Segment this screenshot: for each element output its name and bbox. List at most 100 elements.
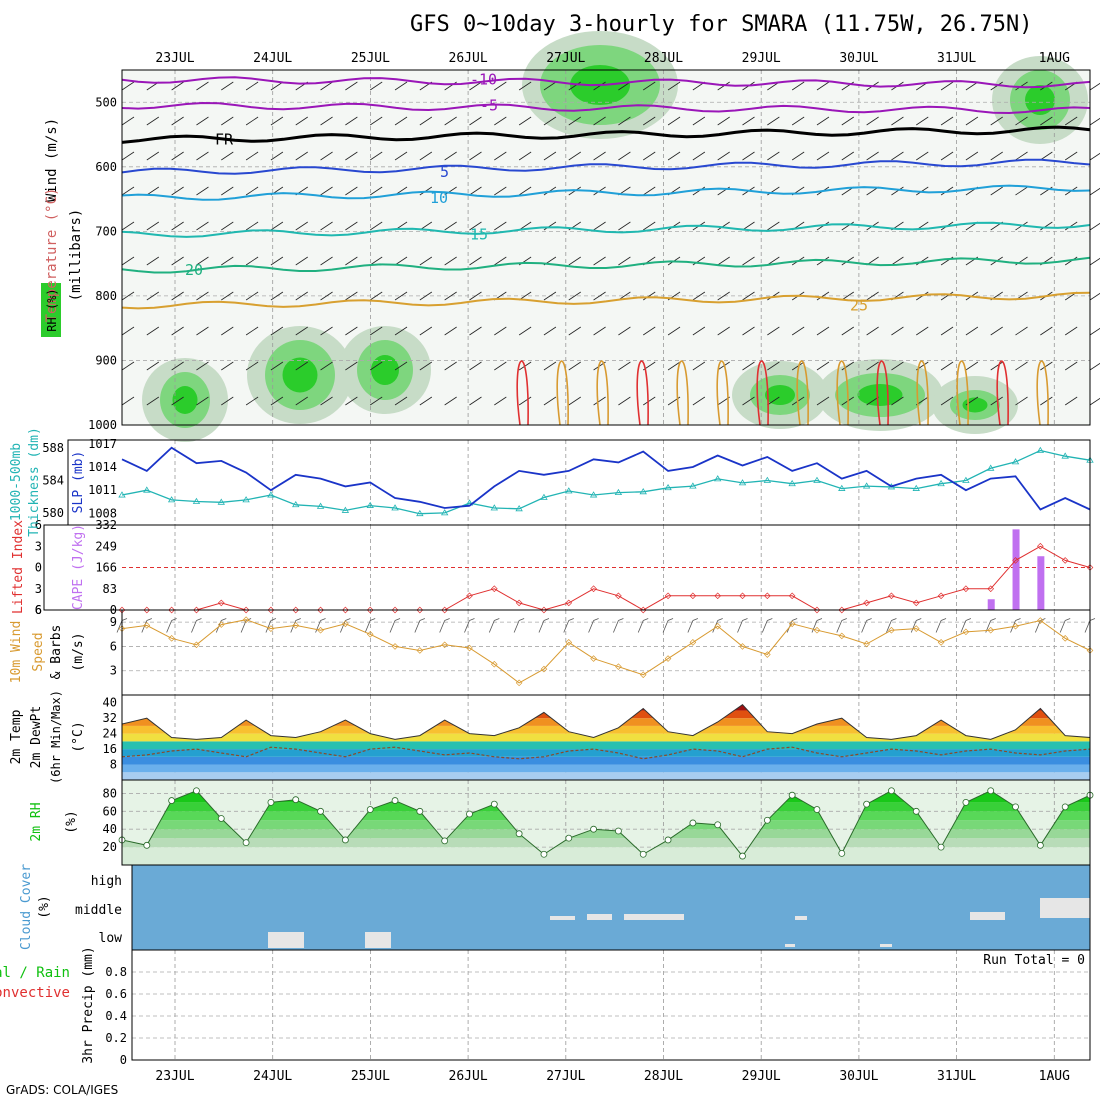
wind-barb [692,326,706,336]
wind-barb [221,256,234,266]
wind-barb [841,151,855,161]
wind-tick: 6 [110,639,117,653]
wind-barb-flag [419,618,425,621]
wind-barb [568,396,581,406]
temp-band [122,756,1090,765]
wind-barb [221,361,234,371]
wind-barb [717,326,730,336]
cloud-block [550,916,575,920]
wind-barb [518,116,532,126]
isotherm-label: 10 [430,189,448,207]
surface-contour [836,360,849,426]
wind-barb [369,151,383,161]
cloud-block [795,916,807,920]
wind-barb [767,221,780,231]
wind-speed-point [788,620,796,628]
cloud-block [1040,898,1090,918]
lifted-index-point [962,585,970,593]
wind-barb [270,116,284,126]
wind-barb [221,151,234,161]
wind-barb [811,620,818,633]
thickness-point [316,502,325,509]
wind-barb [345,361,358,371]
wind-barb [935,620,942,633]
wind-title-4: (m/s) [71,632,86,671]
wind-barb-flag [394,618,401,621]
wind-speed-point [217,621,225,628]
wind-barb [543,361,557,371]
thickness-point [614,488,623,496]
rh-point [962,798,970,806]
lifted-index-point [714,592,722,600]
wind-barb-flag [518,618,525,621]
rh-tick: 80 [103,786,117,800]
wind-barb [643,396,656,406]
temp-title: 2m Temp [9,709,24,764]
wind-barb [643,291,656,301]
wind-barb [320,186,333,196]
run-total-label: Run Total = 0 [983,953,1085,968]
wind-barb-flag [1089,618,1096,621]
wind-barb [886,620,892,633]
wind-barb [1089,152,1100,161]
wind-barb [444,151,457,161]
wind-barb [196,326,209,336]
rh-point [416,807,424,815]
wind-title: 10m Wind [9,621,24,684]
precip-title: 3hr Precip (mm) [81,946,96,1063]
wind-barb [171,291,184,301]
surface-contour [996,360,1009,426]
wind-barb [245,186,259,196]
rh-point [292,796,300,804]
wind-barb [841,291,855,301]
lifted-index-point [664,592,672,600]
wind-barb [389,620,396,633]
surface-contour [1036,360,1049,426]
wind-barb [568,291,581,301]
wind-barb [146,186,160,196]
lifted-index-title: Lifted Index [11,520,26,614]
cape-tick: 0 [110,603,117,617]
wind-speed-point [540,665,548,673]
wind-barb [841,116,855,126]
wind-barb [717,361,730,371]
wind-barb [563,620,570,633]
wind-barb [1064,326,1078,336]
thickness-point [391,504,399,511]
thickness-point [1061,452,1069,459]
li-tick: 6 [35,603,42,617]
wind-barb [414,620,421,633]
wind-speed-point [1086,647,1094,654]
wind-barb [593,291,606,301]
wind-barb [618,151,631,161]
thickness-tick: 580 [42,506,64,520]
wind-barb [121,221,135,231]
wind-barb [593,326,606,336]
wind-barb [518,186,532,196]
thickness-point [416,509,424,517]
isotherm-7 [121,291,1091,310]
wind-barb [464,620,470,633]
wind-barb [940,396,954,406]
temp-tick: 40 [103,696,117,710]
wind-barb-flag [295,618,301,621]
wind-barb [518,396,532,406]
surface-contour [676,360,689,426]
thickness-point [267,491,275,498]
wind-barb [340,620,346,633]
wind-barb [816,81,830,91]
lifted-index-point [441,606,448,614]
wind-barb [171,326,184,336]
wind-barb [692,291,706,301]
wind-barb [767,256,780,266]
wind-barb [221,81,234,91]
lifted-index-point [838,606,846,614]
temp-band [122,704,1090,711]
rh-blob-core [857,384,903,406]
wind-barb [369,326,383,336]
wind-barb [742,396,755,406]
wind-barb [494,256,507,266]
wind-speed-point [143,622,151,629]
wind-barb [439,620,446,633]
wind-barb [940,291,954,301]
